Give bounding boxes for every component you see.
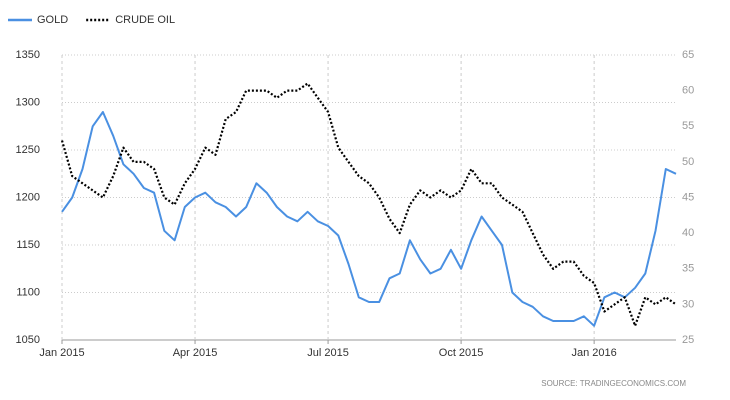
- y-tick-label: 1250: [16, 144, 40, 156]
- x-tick-label: Oct 2015: [439, 347, 484, 359]
- y2-tick-label: 40: [682, 227, 694, 239]
- y-tick-label: 1200: [16, 191, 40, 203]
- legend-label: CRUDE OIL: [115, 14, 175, 26]
- y2-tick-label: 50: [682, 156, 694, 168]
- y2-tick-label: 35: [682, 263, 694, 275]
- y-tick-label: 1150: [16, 239, 40, 251]
- source-note: SOURCE: TRADINGECONOMICS.COM: [541, 379, 686, 388]
- series-line: [60, 82, 677, 327]
- y2-tick-label: 30: [682, 298, 694, 310]
- x-tick-label: Apr 2015: [173, 347, 218, 359]
- series-line: [61, 111, 677, 327]
- y-tick-label: 1050: [16, 334, 40, 346]
- y-tick-label: 1100: [16, 286, 40, 298]
- legend-label: GOLD: [37, 14, 68, 26]
- y2-tick-label: 45: [682, 191, 694, 203]
- y2-tick-label: 65: [682, 49, 694, 61]
- x-tick-label: Jan 2015: [39, 347, 84, 359]
- x-tick-label: Jul 2015: [307, 347, 349, 359]
- y-tick-label: 1300: [16, 96, 40, 108]
- y-tick-label: 1350: [16, 49, 40, 61]
- y2-tick-label: 25: [682, 334, 694, 346]
- x-tick-label: Jan 2016: [572, 347, 617, 359]
- y2-tick-label: 60: [682, 85, 694, 97]
- y2-tick-label: 55: [682, 120, 694, 132]
